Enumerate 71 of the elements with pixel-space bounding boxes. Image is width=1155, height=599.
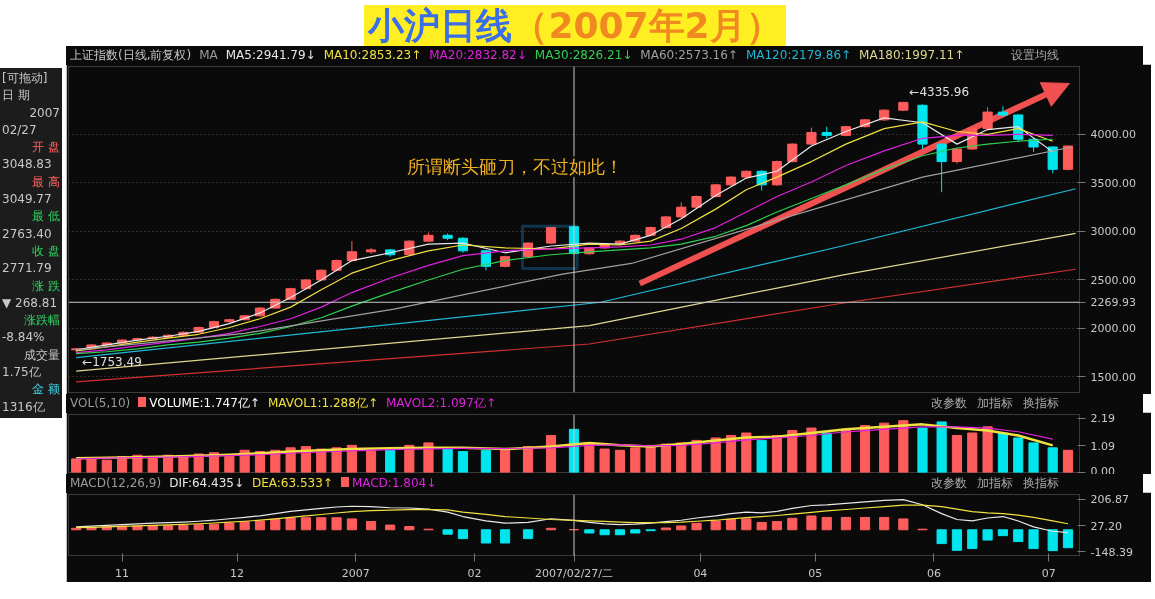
text: 改参数 — [931, 476, 967, 490]
chart-subtitle: （2007年2月） — [512, 5, 782, 46]
ref-line-label: 2269.93 — [1090, 296, 1136, 310]
y-tick-label: 1500.00 — [1090, 370, 1136, 384]
text: 成交量 — [23, 346, 60, 364]
text: MA5:2941.79↓ — [225, 47, 316, 64]
text: MA20:2832.82↓ — [429, 47, 527, 64]
text: 改参数 — [931, 396, 967, 410]
y-tick-label: 2000.00 — [1090, 322, 1136, 336]
x-tick-label: 05 — [808, 566, 823, 580]
y-tick-label: 0.00 — [1090, 464, 1115, 478]
y-tick-label: 4000.00 — [1090, 128, 1136, 142]
x-tick-label: 11 — [115, 566, 130, 580]
text: 涨 跌 — [31, 277, 60, 295]
annotation: ←4335.96 — [909, 84, 970, 99]
x-tick-label: 12 — [230, 566, 244, 580]
text: 收 盘 — [31, 242, 60, 260]
text: 设置均线 — [1011, 48, 1059, 62]
y-tick-label: 3000.00 — [1090, 225, 1136, 239]
chart-title: 小沪日线 — [368, 5, 513, 46]
text: MAVOL1:1.288亿↑ — [267, 395, 378, 412]
text: 开 盘 — [31, 139, 60, 157]
legend-title: MA — [199, 47, 218, 64]
y-tick-label: 206.87 — [1090, 493, 1129, 507]
y-tick-label: 2.19 — [1090, 412, 1115, 426]
text: MA30:2826.21↓ — [534, 47, 633, 64]
text: DIF:64.435↓ — [169, 475, 244, 492]
x-tick-label: 07 — [1041, 566, 1056, 580]
y-tick-label: -148.39 — [1090, 545, 1133, 559]
text: 2007 — [28, 104, 60, 122]
x-tick-label: 06 — [926, 566, 941, 580]
text: 最 低 — [31, 208, 60, 226]
text: 加指标 — [977, 396, 1013, 410]
text: MA10:2853.23↑ — [323, 47, 422, 64]
text: 3048.83 — [2, 156, 53, 174]
text: 加指标 — [977, 476, 1013, 490]
text: ▼ 268.81 — [2, 294, 59, 312]
legend-title: MACD(12,26,9) — [70, 475, 162, 492]
text: 1.75亿 — [2, 364, 42, 382]
text: 金 额 — [31, 381, 60, 399]
y-tick-label: 3500.00 — [1090, 176, 1136, 190]
text: 1316亿 — [2, 398, 46, 416]
x-tick-label: 04 — [693, 566, 708, 580]
series-label: DEA:63.533↑ — [251, 475, 333, 492]
legend-label: VOLUME:1.747亿↑ — [148, 395, 260, 412]
text: [可拖动] — [2, 70, 49, 87]
text: 换指标 — [1023, 476, 1059, 490]
text: 涨跌幅 — [23, 312, 60, 330]
legend-label: MACD:1.804↓ — [350, 475, 437, 492]
text: 2771.79 — [2, 260, 53, 278]
legend-title: VOL(5,10) — [70, 395, 131, 412]
y-tick-label: 2500.00 — [1090, 273, 1136, 287]
text: 2763.40 — [2, 225, 53, 243]
y-tick-label: 27.20 — [1090, 519, 1122, 533]
annotation: ←1753.49 — [82, 355, 142, 370]
ref-line-label: 2007/02/27/二 — [534, 566, 614, 580]
text: 上证指数(日线,前复权) — [70, 47, 192, 64]
text: 日 期 — [2, 87, 31, 105]
text: MA180:1997.11↑ — [859, 47, 965, 64]
x-tick-label: 02 — [467, 566, 482, 580]
text: 换指标 — [1023, 396, 1059, 410]
y-tick-label: 1.09 — [1090, 439, 1115, 453]
x-tick-label: 2007 — [341, 566, 370, 580]
text: -8.84% — [2, 329, 46, 347]
text: 02/27 — [2, 121, 38, 139]
text: 最 高 — [31, 173, 60, 191]
text: MA120:2179.86↑ — [745, 47, 852, 64]
text: MAVOL2:1.097亿↑ — [385, 395, 496, 412]
text: MA60:2573.16↑ — [640, 47, 738, 64]
annotation: 所谓断头砸刀，不过如此！ — [407, 156, 624, 178]
text: 3049.77 — [2, 191, 53, 209]
